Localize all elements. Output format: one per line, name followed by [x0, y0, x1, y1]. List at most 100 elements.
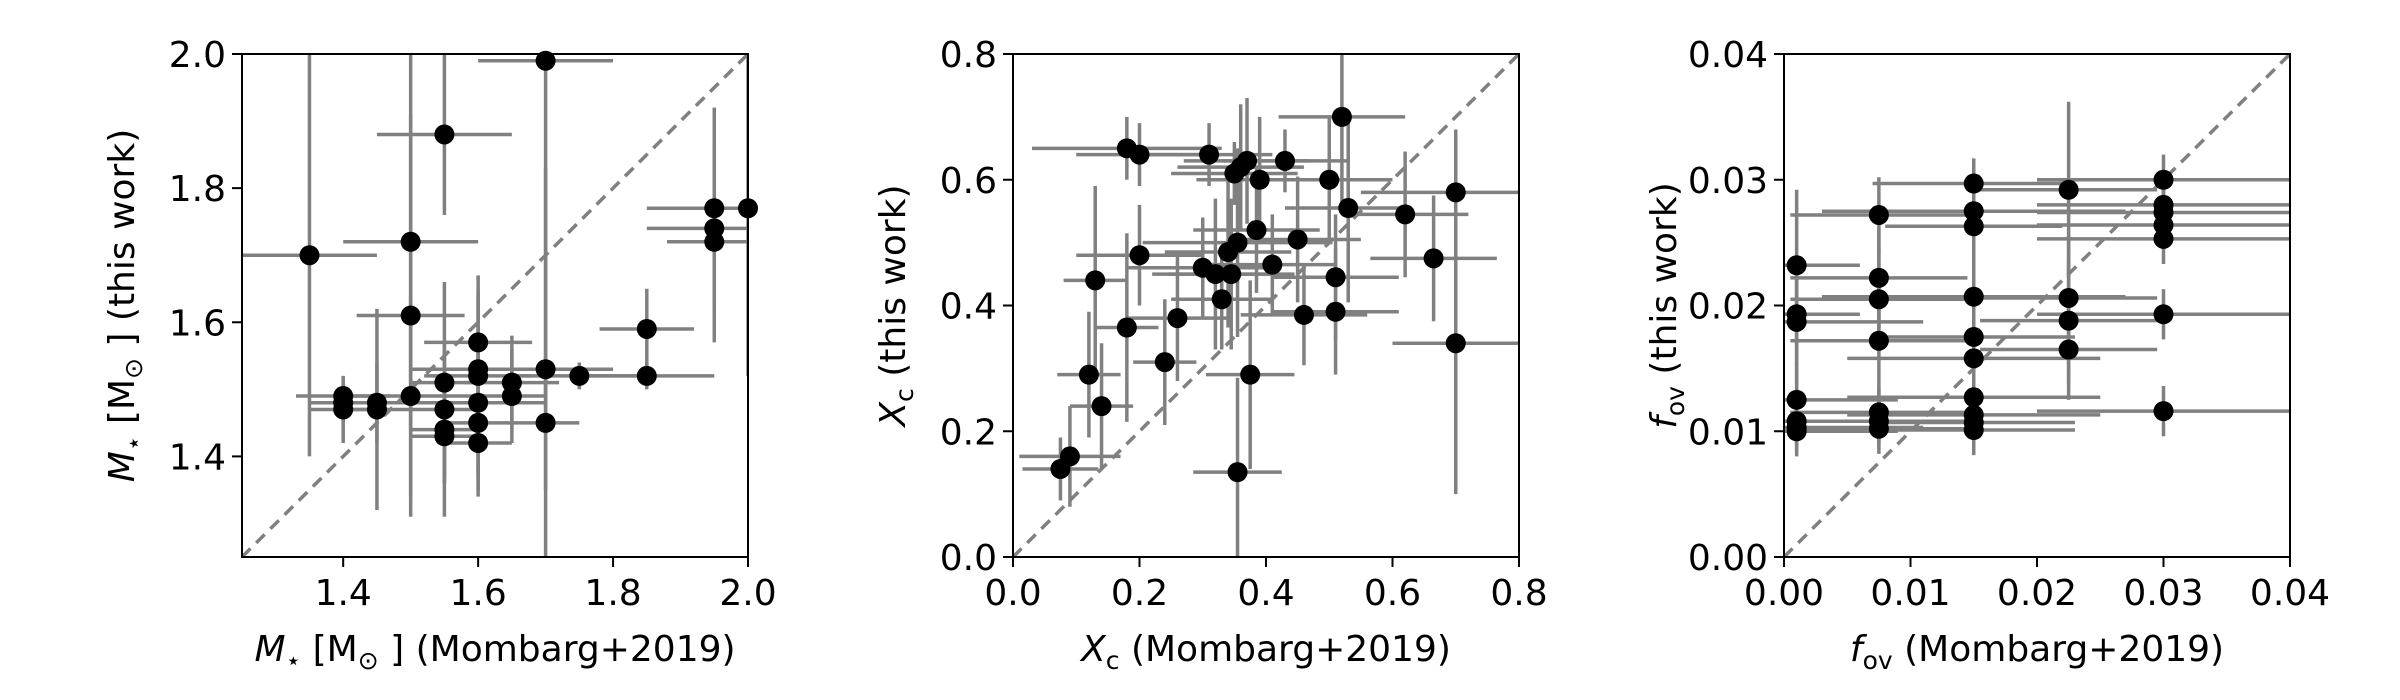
y-axis-label: Xc (this work): [873, 184, 919, 428]
x-tick-label: 0.04: [2250, 573, 2330, 614]
data-point: [1154, 352, 1175, 373]
one-to-one-line: [1013, 54, 1519, 557]
data-point: [1963, 387, 1984, 408]
data-point: [1078, 364, 1099, 385]
data-point: [1199, 144, 1220, 165]
data-point: [1211, 289, 1232, 310]
data-point: [1325, 301, 1346, 322]
x-axis-label-symbol: X: [1079, 629, 1107, 670]
data-point: [1274, 150, 1295, 171]
data-point: [1129, 245, 1150, 266]
data-point: [1116, 317, 1137, 338]
data-point: [501, 386, 522, 407]
y-tick-label: 0.2: [940, 412, 997, 453]
data-point: [1091, 396, 1112, 417]
data-point: [704, 198, 725, 219]
data-point: [1246, 220, 1267, 241]
data-point: [1237, 150, 1258, 171]
data-point: [333, 399, 354, 420]
x-axis-label-rest: (Mombarg+2019): [1893, 629, 2224, 670]
x-axis-label-subscript: c: [1106, 646, 1120, 675]
y-axis-label-unit-open: [M: [102, 379, 143, 436]
data-point: [468, 432, 489, 453]
y-axis-label-rest: (this work): [873, 184, 914, 388]
y-axis-label: M⋆ [M⊙ ] (this work): [102, 129, 148, 483]
data-point: [1167, 308, 1188, 329]
y-tick-label: 0.01: [1688, 412, 1768, 453]
data-point: [2153, 169, 2174, 190]
x-axis-label: fov (Mombarg+2019): [1850, 629, 2224, 675]
data-point: [1445, 333, 1466, 354]
x-tick-label: 0.00: [1744, 573, 1824, 614]
data-point: [1963, 348, 1984, 369]
data-point: [1963, 173, 1984, 194]
data-point: [1129, 144, 1150, 165]
axes-frame: [241, 53, 749, 558]
y-axis-label-unit-subscript: ⊙: [119, 358, 148, 379]
data-point: [1963, 419, 1984, 440]
y-tick-label: 1.6: [169, 303, 226, 344]
data-point: [1963, 326, 1984, 347]
data-point: [1423, 248, 1444, 269]
data-point: [1868, 267, 1889, 288]
data-point: [1868, 418, 1889, 439]
y-tick-label: 0.4: [940, 287, 997, 328]
data-point: [1227, 462, 1248, 483]
plot-area: [242, 54, 748, 557]
data-point: [1786, 389, 1807, 410]
data-point: [1963, 201, 1984, 222]
data-point: [1331, 106, 1352, 127]
x-tick-label: 0.02: [1997, 573, 2077, 614]
data-point: [636, 318, 657, 339]
plot-area: [1013, 54, 1519, 557]
data-point: [1249, 169, 1270, 190]
scatter-panel-3: 0.00 0.01 0.02 0.03 0.04 0.00 0.01 0.02 0.03 0.04…: [1644, 35, 2330, 675]
data-point: [1221, 264, 1242, 285]
data-point: [468, 365, 489, 386]
one-to-one-line: [1784, 54, 2290, 557]
data-point: [1240, 364, 1261, 385]
data-point: [1287, 229, 1308, 250]
y-tick-label: 2.0: [169, 35, 226, 76]
y-axis-label: fov (this work): [1644, 182, 1690, 429]
x-tick-label: 1.4: [315, 573, 372, 614]
y-axis-label-unit-close: ] (this work): [102, 129, 143, 358]
one-to-one-line: [242, 54, 748, 557]
data-point: [434, 124, 455, 145]
y-axis-label-rest: (this work): [1644, 182, 1685, 386]
data-point: [569, 365, 590, 386]
data-point: [2058, 287, 2079, 308]
data-point: [468, 332, 489, 353]
x-tick-label: 2.0: [719, 573, 776, 614]
data-point: [400, 305, 421, 326]
x-tick-label: 1.8: [584, 573, 641, 614]
x-axis-label: Xc (Mombarg+2019): [1079, 629, 1451, 675]
x-axis-label-symbol: M: [254, 629, 285, 670]
x-tick-label: 0.01: [1870, 573, 1950, 614]
data-point: [1868, 204, 1889, 225]
data-point: [2153, 228, 2174, 249]
x-tick-label: 0.6: [1364, 573, 1421, 614]
y-tick-label: 0.03: [1688, 161, 1768, 202]
data-point: [1395, 204, 1416, 225]
x-tick-label: 0.2: [1111, 573, 1168, 614]
data-point: [636, 365, 657, 386]
data-point: [704, 231, 725, 252]
error-bar: [680, 54, 748, 376]
x-tick-label: 0.8: [1490, 573, 1547, 614]
data-point: [2153, 215, 2174, 236]
y-axis-label-subscript: ⋆: [119, 436, 148, 452]
x-axis-label-subscript: ⋆: [286, 646, 302, 675]
data-point: [366, 399, 387, 420]
data-point: [1445, 182, 1466, 203]
data-point: [1786, 311, 1807, 332]
x-tick-label: 0.03: [2123, 573, 2203, 614]
y-tick-label: 0.00: [1688, 538, 1768, 579]
x-tick-label: 1.6: [450, 573, 507, 614]
data-point: [434, 399, 455, 420]
x-axis-label-unit-subscript: ⊙: [358, 646, 379, 675]
y-tick-label: 0.0: [940, 538, 997, 579]
y-axis-label-symbol: M: [102, 451, 143, 482]
x-tick-label: 0.0: [984, 573, 1041, 614]
